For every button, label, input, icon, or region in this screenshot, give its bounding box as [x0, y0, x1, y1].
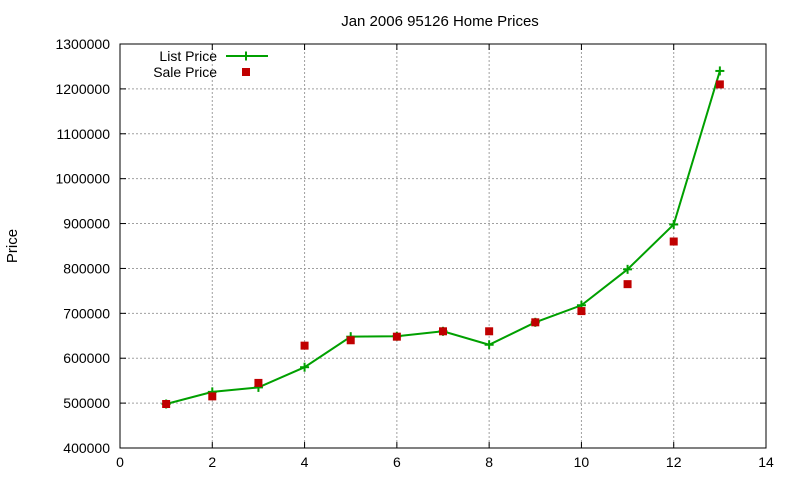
- sale-price-point: [531, 318, 540, 327]
- list-price-point: [715, 66, 725, 76]
- y-tick-label: 600000: [63, 350, 110, 366]
- sale-price-point: [577, 307, 586, 316]
- sale-price-point: [669, 237, 678, 246]
- list-price-point: [484, 340, 494, 350]
- legend-item: List Price: [159, 48, 268, 64]
- list-price-point: [669, 219, 679, 229]
- sale-price-point: [300, 341, 309, 350]
- x-tick-label: 14: [758, 454, 774, 470]
- axis-ticks: [119, 43, 767, 449]
- list-price-point: [623, 264, 633, 274]
- y-tick-label: 1200000: [55, 81, 110, 97]
- sale-price-point: [439, 327, 447, 336]
- plot-area-frame: [119, 43, 767, 449]
- sale-price-point: [623, 280, 632, 289]
- x-tick-label: 0: [116, 454, 124, 470]
- sale-price-point: [485, 327, 494, 336]
- list-price-point: [300, 362, 310, 372]
- series-sale-price: [162, 80, 724, 409]
- y-tick-label: 900000: [63, 216, 110, 232]
- axis-tick-labels: 0 2 4 6 8 10 12 14 400000 500000 600000 700000 80000…: [55, 36, 774, 470]
- y-axis-label: Price: [4, 229, 21, 263]
- y-tick-label: 400000: [63, 440, 110, 456]
- sale-price-point: [715, 80, 724, 89]
- chart-title: Jan 2006 95126 Home Prices: [341, 13, 539, 30]
- y-tick-label: 1100000: [57, 126, 111, 142]
- sale-price-point: [162, 400, 171, 409]
- legend-label: Sale Price: [153, 64, 217, 80]
- legend-plus-marker: [241, 51, 251, 61]
- sale-price-point: [208, 392, 217, 401]
- legend-item: Sale Price: [153, 64, 250, 80]
- y-tick-label: 800000: [63, 260, 110, 276]
- sale-price-point: [346, 336, 355, 345]
- grid: [120, 44, 766, 448]
- x-tick-label: 8: [485, 454, 493, 470]
- x-tick-label: 2: [208, 454, 216, 470]
- legend-label: List Price: [159, 48, 217, 64]
- y-tick-label: 1000000: [55, 171, 110, 187]
- sale-price-point: [392, 332, 401, 341]
- x-tick-label: 10: [574, 454, 590, 470]
- data-series: [161, 66, 725, 409]
- sale-price-point: [254, 378, 263, 387]
- y-tick-label: 700000: [63, 305, 110, 321]
- y-tick-label: 1300000: [55, 36, 110, 52]
- series-list-price: [161, 66, 725, 409]
- legend-square-marker: [242, 68, 250, 76]
- list-price-line: [165, 70, 721, 405]
- x-tick-label: 6: [393, 454, 401, 470]
- y-tick-label: 500000: [63, 395, 110, 411]
- x-tick-label: 12: [666, 454, 682, 470]
- x-tick-label: 4: [301, 454, 309, 470]
